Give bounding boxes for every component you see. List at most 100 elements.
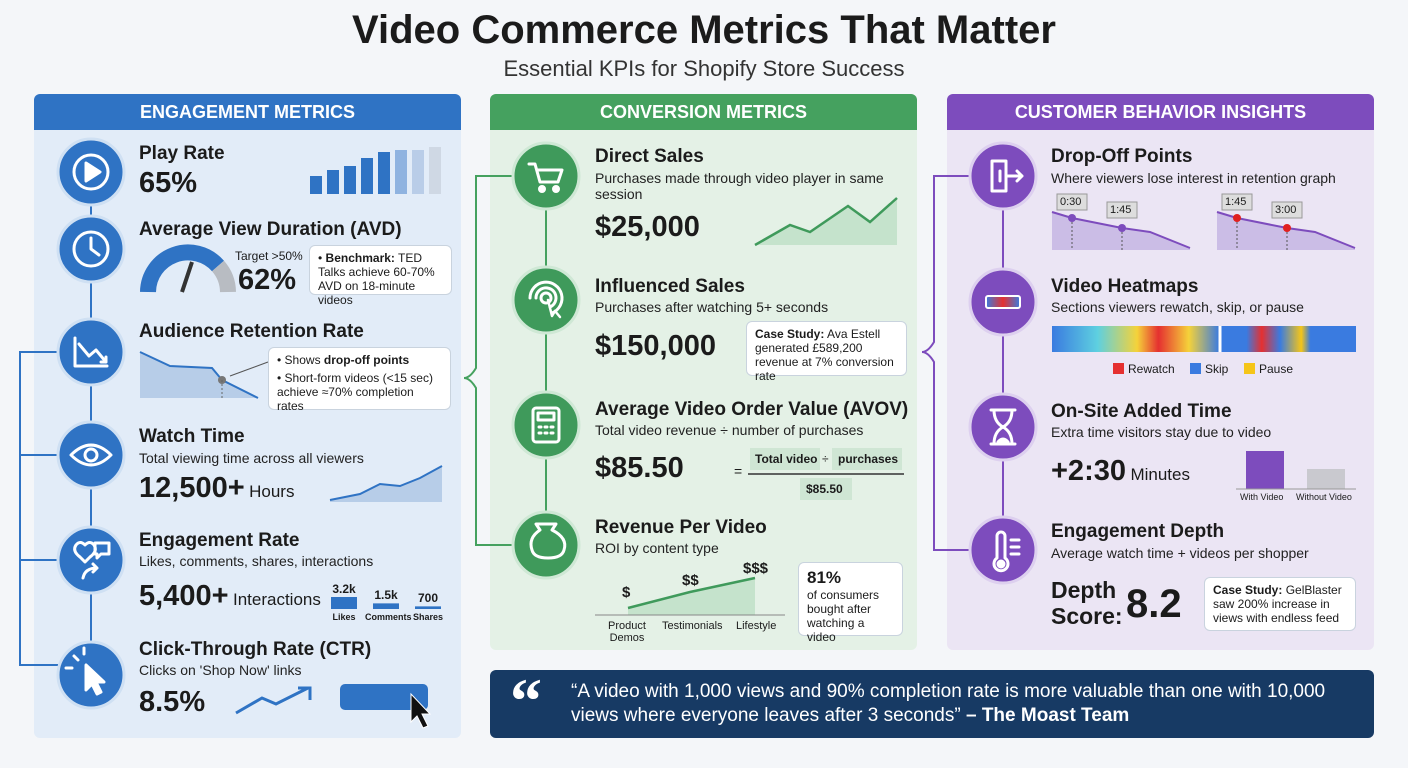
area-chart	[330, 466, 442, 502]
tier-label: $$$	[743, 560, 769, 577]
metric-title: Watch Time	[139, 426, 245, 447]
note-label: Case Study:	[755, 327, 825, 341]
decor	[56, 525, 126, 595]
decor	[511, 141, 581, 211]
legend-swatch	[1244, 363, 1255, 374]
decor	[378, 152, 390, 194]
decor	[1106, 201, 1138, 219]
quote-mark: “	[510, 665, 542, 736]
metric-title: Click-Through Rate (CTR)	[139, 639, 372, 660]
metric-description: Total video revenue ÷ number of purchase…	[595, 422, 864, 438]
decor	[1071, 218, 1123, 250]
tier-label: $$	[682, 572, 699, 589]
metric-description: Likes, comments, shares, interactions	[139, 553, 374, 569]
formula-cell	[832, 448, 902, 470]
heatmap	[1052, 326, 1356, 352]
decor	[531, 406, 561, 444]
title: Video Commerce Metrics That Matter	[352, 8, 1056, 52]
formula-text: Total video	[755, 452, 818, 466]
metric-description: Sections viewers rewatch, skip, or pause	[1051, 299, 1304, 315]
metric-title: Video Heatmaps	[1051, 276, 1199, 297]
metric-description: Total viewing time across all viewers	[139, 450, 364, 466]
bar	[331, 597, 357, 609]
decor	[429, 147, 441, 194]
legend-label: Rewatch	[1128, 362, 1175, 376]
area-line	[754, 197, 898, 247]
area-chart	[628, 578, 755, 615]
decor	[992, 530, 1021, 573]
metric-value-row: +2:30 Minutes	[1051, 455, 1190, 488]
value-label: 700	[417, 591, 439, 606]
decor	[546, 298, 562, 319]
retention-chart	[139, 351, 269, 399]
metric-description: Extra time visitors stay due to video	[1051, 424, 1272, 440]
metric-description: Purchases after watching 5+ seconds	[595, 299, 829, 315]
metric-description: Average watch time + videos per shopper	[1051, 545, 1309, 561]
panel-header	[34, 94, 461, 130]
value-label: 1.5k	[374, 588, 398, 603]
metric-description: Clicks on 'Shop Now' links	[139, 662, 302, 678]
decor-bars	[310, 147, 441, 194]
decor	[538, 185, 546, 193]
category-label: Product Demos	[608, 620, 646, 644]
bullet-text: Shows	[284, 353, 321, 367]
decor	[344, 166, 356, 194]
metric-value: 12,500+	[139, 472, 245, 504]
score-label: Depth Score:	[1051, 577, 1123, 629]
metric-unit: Hours	[249, 482, 295, 501]
metric-value: $25,000	[595, 211, 700, 243]
decor	[463, 175, 513, 546]
decor	[395, 150, 407, 194]
bar	[373, 603, 399, 609]
panel-heading: CUSTOMER BEHAVIOR INSIGHTS	[1014, 102, 1307, 122]
decor	[511, 390, 581, 460]
metric-value: 8.5%	[139, 686, 206, 718]
category-label: Shares	[412, 612, 444, 622]
decor	[19, 351, 58, 666]
decor	[327, 170, 339, 194]
marker-label: 1:45	[1110, 204, 1132, 216]
bar-label: With Video	[1240, 492, 1284, 502]
decor	[1271, 201, 1303, 219]
note-text: GelBlaster saw 200% increase in views wi…	[1213, 583, 1342, 625]
decor	[84, 663, 106, 696]
decor	[83, 447, 99, 463]
legend-label: Pause	[1259, 362, 1294, 376]
decor	[140, 244, 224, 293]
decor	[93, 541, 111, 560]
formula-cell	[800, 478, 852, 500]
decor	[921, 175, 970, 551]
decor	[527, 162, 564, 184]
panel-header	[490, 94, 917, 130]
metric-value: 5,400+	[139, 580, 229, 612]
decor	[1233, 214, 1241, 222]
category-label: Lifestyle	[736, 620, 777, 632]
gauge	[140, 244, 236, 293]
decor	[968, 141, 1038, 211]
formula-equals: =	[734, 463, 743, 479]
note-text: TED Talks achieve 60-70% AVD on 18-minut…	[318, 251, 435, 307]
formula-cell	[750, 448, 820, 470]
area-line	[329, 465, 443, 501]
decor	[73, 336, 109, 368]
note-box: Case Study: Ava Estell generated £589,20…	[746, 321, 907, 383]
bullet: • Shows drop-off points	[277, 353, 410, 367]
bullet-box: • Shows drop-off points • Short-form vid…	[268, 347, 451, 413]
tier-label: $	[622, 584, 631, 601]
quote-author: – The Moast Team	[965, 705, 1130, 726]
note-label: Benchmark:	[325, 251, 395, 265]
decor	[990, 159, 1024, 193]
decor	[996, 437, 1010, 444]
bullet-text: Short-form videos (<15 sec) achieve ≈70%…	[277, 371, 433, 413]
metric-title: Play Rate	[139, 143, 225, 164]
stat-text: of consumers bought after watching a vid…	[807, 588, 880, 644]
panel-heading: CONVERSION METRICS	[599, 102, 808, 122]
legend-label: Skip	[1205, 362, 1229, 376]
formula-text: ÷	[822, 452, 829, 466]
decor	[528, 280, 564, 315]
decor	[996, 559, 1006, 569]
decor	[1056, 193, 1088, 211]
